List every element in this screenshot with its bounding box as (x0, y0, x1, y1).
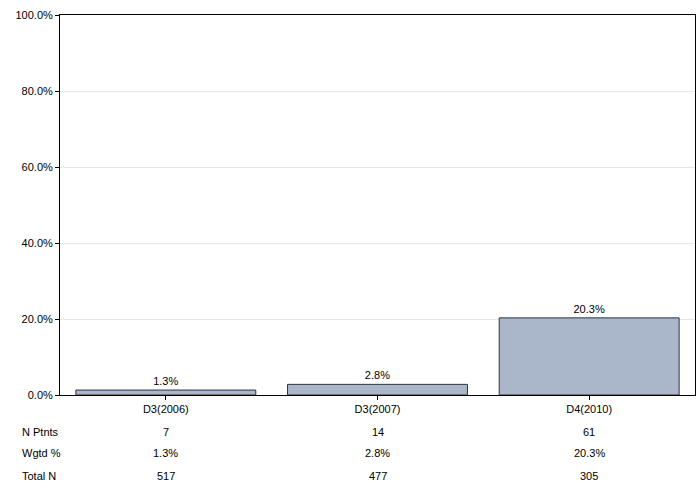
svg-text:14: 14 (372, 426, 384, 438)
svg-text:7: 7 (163, 426, 169, 438)
svg-text:20.0%: 20.0% (22, 313, 53, 325)
svg-text:61: 61 (583, 426, 595, 438)
svg-text:2.8%: 2.8% (365, 369, 390, 381)
svg-text:N Ptnts: N Ptnts (22, 426, 59, 438)
svg-text:Wgtd %: Wgtd % (22, 447, 61, 459)
svg-text:1.3%: 1.3% (153, 447, 178, 459)
svg-text:D3(2006): D3(2006) (143, 403, 189, 415)
svg-text:305: 305 (580, 470, 598, 482)
svg-text:20.3%: 20.3% (573, 303, 604, 315)
svg-text:D4(2010): D4(2010) (566, 403, 612, 415)
svg-text:1.3%: 1.3% (153, 375, 178, 387)
svg-text:2.8%: 2.8% (365, 447, 390, 459)
svg-text:100.0%: 100.0% (15, 9, 53, 21)
svg-text:60.0%: 60.0% (22, 161, 53, 173)
svg-text:20.3%: 20.3% (574, 447, 605, 459)
svg-text:Total N: Total N (22, 470, 56, 482)
svg-text:0.0%: 0.0% (28, 389, 53, 401)
svg-text:517: 517 (157, 470, 175, 482)
svg-text:80.0%: 80.0% (22, 85, 53, 97)
svg-text:D3(2007): D3(2007) (355, 403, 401, 415)
svg-text:40.0%: 40.0% (22, 237, 53, 249)
svg-text:477: 477 (369, 470, 387, 482)
